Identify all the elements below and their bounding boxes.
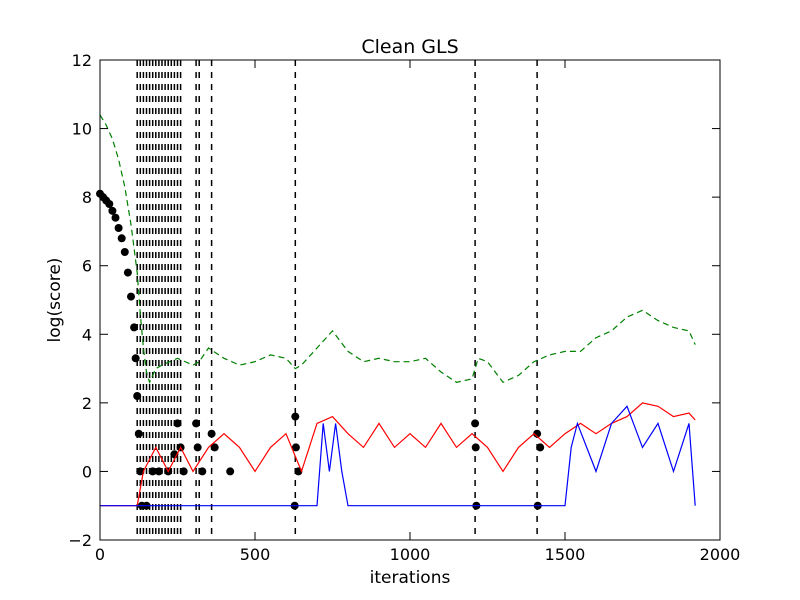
data-point-marker bbox=[123, 268, 132, 277]
y-tick-label: 10 bbox=[72, 120, 92, 139]
data-point-marker bbox=[154, 467, 163, 476]
y-axis-label: log(score) bbox=[45, 258, 65, 343]
data-point-marker bbox=[291, 443, 300, 452]
data-point-marker bbox=[533, 429, 542, 438]
x-tick-label: 500 bbox=[240, 545, 271, 564]
data-point-marker bbox=[173, 419, 182, 428]
data-point-marker bbox=[193, 443, 202, 452]
data-point-marker bbox=[226, 467, 235, 476]
y-tick-label: 12 bbox=[72, 51, 92, 70]
data-point-marker bbox=[130, 323, 139, 332]
data-point-marker bbox=[136, 467, 145, 476]
y-tick-label: 0 bbox=[82, 462, 92, 481]
data-point-marker bbox=[114, 224, 123, 232]
data-point-marker bbox=[148, 467, 157, 476]
data-point-marker bbox=[207, 429, 216, 438]
y-tick-label: 6 bbox=[82, 257, 92, 276]
x-tick-label: 0 bbox=[95, 545, 105, 564]
data-point-marker bbox=[291, 412, 300, 421]
data-point-marker bbox=[108, 206, 117, 215]
y-tick-label: 2 bbox=[82, 394, 92, 413]
data-point-marker bbox=[471, 443, 480, 452]
y-tick-label: −2 bbox=[68, 531, 92, 550]
series-line-blue bbox=[100, 405, 696, 507]
data-point-marker bbox=[133, 392, 142, 400]
data-point-marker bbox=[105, 200, 114, 208]
data-point-marker bbox=[179, 467, 188, 476]
data-point-marker bbox=[131, 354, 140, 363]
x-axis-label: iterations bbox=[370, 568, 451, 588]
data-point-marker bbox=[210, 443, 219, 452]
data-point-marker bbox=[120, 248, 129, 256]
data-point-marker bbox=[198, 467, 207, 476]
data-point-marker bbox=[134, 429, 143, 438]
x-tick-label: 1500 bbox=[545, 545, 586, 564]
x-tick-label: 2000 bbox=[700, 545, 741, 564]
data-point-marker bbox=[111, 213, 120, 222]
data-point-marker bbox=[127, 292, 135, 301]
data-point-marker bbox=[471, 419, 480, 428]
data-point-marker bbox=[536, 443, 545, 452]
data-point-marker bbox=[192, 419, 201, 428]
y-tick-label: 8 bbox=[82, 188, 92, 207]
y-tick-label: 4 bbox=[82, 325, 92, 344]
data-point-marker bbox=[117, 234, 126, 243]
chart-title: Clean GLS bbox=[361, 36, 458, 58]
series-line-green bbox=[99, 114, 696, 385]
x-tick-label: 1000 bbox=[390, 545, 431, 564]
series-line-red bbox=[100, 402, 696, 507]
